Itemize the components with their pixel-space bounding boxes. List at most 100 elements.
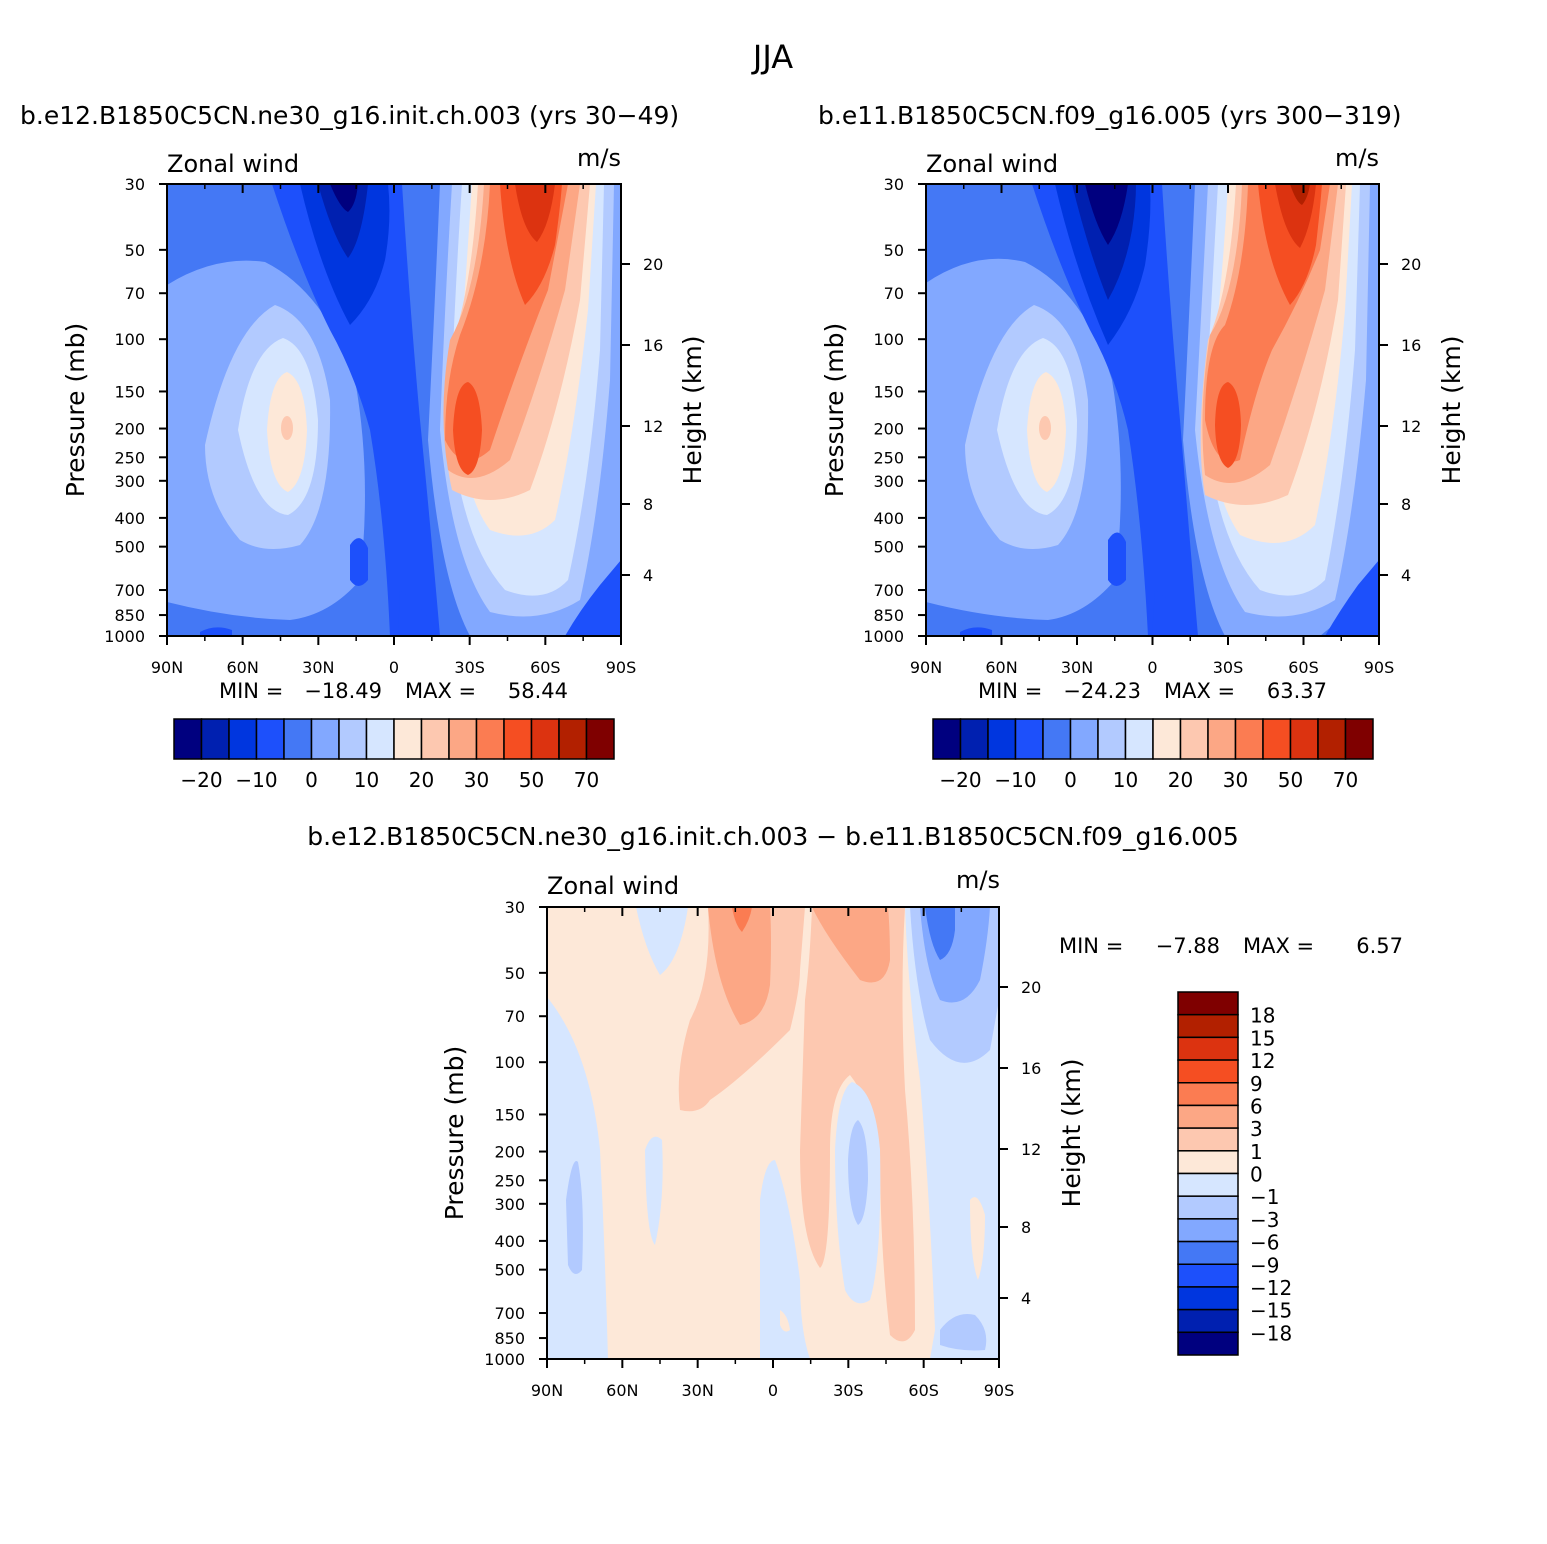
colorbar-box [1177, 1331, 1239, 1356]
colorbar-box [1177, 1263, 1239, 1288]
colorbar-box [530, 718, 560, 760]
height-tick-label: 4 [643, 566, 653, 585]
colorbar-box [1207, 718, 1237, 760]
lat-tick-label: 0 [1147, 658, 1157, 677]
colorbar-box [310, 718, 340, 760]
pressure-tick-label: 150 [114, 382, 145, 401]
height-tick-label: 12 [643, 417, 663, 436]
colorbar-box [1177, 1104, 1239, 1129]
panel-a-min-value: −18.49 [304, 679, 382, 703]
colorbar-box [448, 718, 478, 760]
lat-tick-label: 60S [908, 1381, 939, 1400]
colorbar-box [1177, 1308, 1239, 1334]
colorbar-label: −10 [994, 768, 1036, 792]
lat-tick-label: 30S [454, 658, 485, 677]
colorbar-box [1317, 718, 1347, 760]
panel-b-ylabel: Pressure (mb) [820, 323, 849, 497]
colorbar-box [1177, 1172, 1239, 1197]
colorbar-label: −18 [1250, 1321, 1292, 1345]
pressure-tick-label: 850 [494, 1329, 525, 1348]
colorbar-label: 15 [1250, 1026, 1275, 1050]
colorbar-label: −12 [1250, 1276, 1292, 1300]
pressure-tick-label: 400 [114, 509, 145, 528]
panel-c-min-value: −7.88 [1156, 934, 1220, 958]
colorbar-label: 70 [1333, 768, 1358, 792]
colorbar-box [1152, 718, 1182, 760]
pressure-tick-label: 850 [114, 606, 145, 625]
lat-tick-label: 60S [1288, 658, 1319, 677]
height-tick-label: 16 [1401, 336, 1421, 355]
pressure-tick-label: 700 [494, 1304, 525, 1323]
colorbar-box [585, 718, 615, 760]
colorbar-box [393, 718, 423, 760]
lat-tick-label: 90N [531, 1381, 563, 1400]
lat-tick-label: 30N [682, 1381, 714, 1400]
colorbar-label: −20 [939, 768, 981, 792]
colorbar-label: 18 [1250, 1004, 1275, 1028]
pressure-tick-label: 150 [494, 1105, 525, 1124]
colorbar-label: 1 [1250, 1140, 1263, 1164]
lat-tick-label: 30S [1213, 658, 1244, 677]
colorbar-label: 10 [354, 768, 379, 792]
colorbar-box [1124, 718, 1154, 760]
colorbar-label: 50 [1278, 768, 1303, 792]
height-tick-label: 20 [1401, 255, 1421, 274]
colorbar-box [338, 718, 368, 760]
colorbar-box [1177, 1195, 1239, 1220]
colorbar-box [1177, 1218, 1239, 1243]
pressure-tick-label: 100 [873, 330, 904, 349]
panel-a-colorbar: −20 −10 0 10 20 30 50 70 [173, 718, 615, 792]
lat-tick-label: 0 [389, 658, 399, 677]
colorbar-box [1014, 718, 1044, 760]
colorbar-label: 0 [1250, 1163, 1263, 1187]
colorbar-label: 30 [1223, 768, 1248, 792]
panel-a-max-label: MAX = [405, 679, 476, 703]
panel-a-title: b.e12.B1850C5CN.ne30_g16.init.ch.003 (yr… [20, 101, 679, 130]
height-tick-label: 16 [643, 336, 663, 355]
lat-tick-label: 60N [985, 658, 1017, 677]
colorbar-label: −15 [1250, 1299, 1292, 1323]
pressure-tick-label: 100 [114, 330, 145, 349]
colorbar-box [1234, 718, 1264, 760]
colorbar-box [1177, 1286, 1239, 1311]
height-tick-label: 4 [1021, 1289, 1031, 1308]
colorbar-box [1177, 1082, 1239, 1107]
colorbar-label: 9 [1250, 1072, 1263, 1096]
pressure-tick-label: 500 [494, 1261, 525, 1280]
height-tick-label: 12 [1021, 1140, 1041, 1159]
colorbar-label: −6 [1250, 1231, 1279, 1255]
panel-b-ylabel-right: Height (km) [1437, 336, 1466, 485]
lat-tick-label: 90S [984, 1381, 1015, 1400]
colorbar-box [1097, 718, 1127, 760]
lat-tick-label: 0 [768, 1381, 778, 1400]
pressure-tick-label: 50 [125, 241, 145, 260]
pressure-tick-label: 100 [494, 1053, 525, 1072]
colorbar-box [283, 718, 313, 760]
colorbar-box [1179, 718, 1209, 760]
lat-tick-label: 60N [606, 1381, 638, 1400]
colorbar-label: 0 [305, 768, 318, 792]
panel-b-title: b.e11.B1850C5CN.f09_g16.005 (yrs 300−319… [818, 101, 1402, 130]
colorbar-label: −20 [180, 768, 222, 792]
panel-b-min-label: MIN = [978, 679, 1042, 703]
lat-tick-label: 60S [530, 658, 561, 677]
height-tick-label: 8 [1401, 495, 1411, 514]
lat-tick-label: 90S [606, 658, 637, 677]
colorbar-label: 12 [1250, 1049, 1275, 1073]
panel-a-ylabel: Pressure (mb) [61, 323, 90, 497]
colorbar-box [255, 718, 285, 760]
lat-tick-label: 30S [833, 1381, 864, 1400]
panel-c-min-label: MIN = [1059, 934, 1123, 958]
colorbar-label: −3 [1250, 1208, 1279, 1232]
pressure-tick-label: 500 [873, 538, 904, 557]
colorbar-box [173, 718, 203, 760]
panel-difference: b.e12.B1850C5CN.ne30_g16.init.ch.003 − b… [307, 822, 1403, 1400]
pressure-tick-label: 200 [114, 420, 145, 439]
pressure-tick-label: 30 [125, 175, 145, 194]
colorbar-label: 10 [1113, 768, 1138, 792]
panel-c-max-label: MAX = [1243, 934, 1314, 958]
colorbar-box [1177, 1036, 1239, 1061]
colorbar-box [1262, 718, 1292, 760]
